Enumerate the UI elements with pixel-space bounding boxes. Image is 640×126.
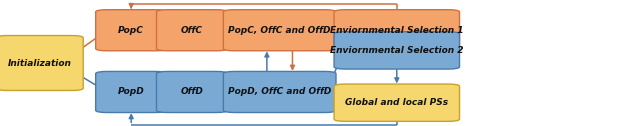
FancyBboxPatch shape bbox=[223, 71, 336, 113]
FancyBboxPatch shape bbox=[157, 71, 228, 113]
Text: Initialization: Initialization bbox=[8, 58, 72, 68]
Text: Enviornmental Selection 1: Enviornmental Selection 1 bbox=[330, 26, 463, 35]
Text: Enviornmental Selection 2: Enviornmental Selection 2 bbox=[330, 46, 463, 55]
FancyBboxPatch shape bbox=[334, 84, 460, 121]
FancyBboxPatch shape bbox=[157, 10, 228, 51]
FancyBboxPatch shape bbox=[96, 71, 166, 113]
Text: Global and local PSs: Global and local PSs bbox=[345, 98, 449, 107]
Text: PopC, OffC and OffD: PopC, OffC and OffD bbox=[228, 26, 331, 35]
FancyBboxPatch shape bbox=[334, 10, 460, 51]
FancyBboxPatch shape bbox=[334, 32, 460, 69]
FancyBboxPatch shape bbox=[96, 10, 166, 51]
Text: OffC: OffC bbox=[181, 26, 203, 35]
FancyBboxPatch shape bbox=[0, 36, 83, 90]
Text: PopD, OffC and OffD: PopD, OffC and OffD bbox=[228, 87, 332, 97]
FancyBboxPatch shape bbox=[223, 10, 336, 51]
Text: PopC: PopC bbox=[118, 26, 144, 35]
Text: PopD: PopD bbox=[118, 87, 145, 97]
Text: OffD: OffD bbox=[180, 87, 204, 97]
